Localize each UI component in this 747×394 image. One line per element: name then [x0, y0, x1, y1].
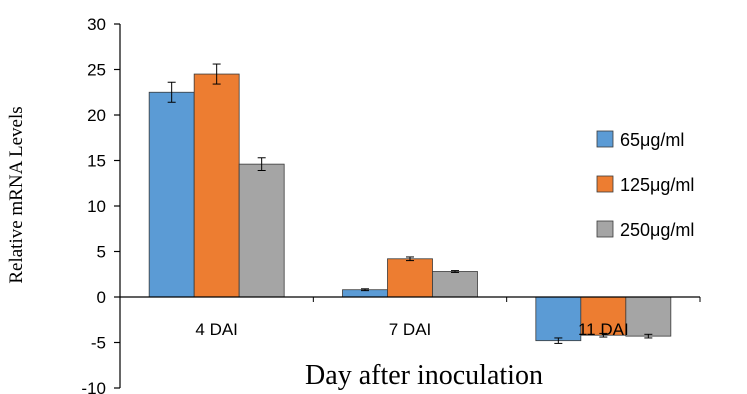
legend-swatch [596, 130, 614, 148]
bar [387, 258, 433, 298]
y-tick-label: 10 [87, 197, 106, 216]
category-label: 4 DAI [195, 320, 238, 339]
legend-label: 65μg/ml [620, 130, 684, 150]
bar [625, 296, 672, 337]
bar [535, 296, 582, 342]
bar [432, 271, 478, 298]
y-tick-label: 20 [87, 106, 106, 125]
bar [238, 163, 285, 298]
category-label: 7 DAI [389, 320, 432, 339]
bar [148, 91, 195, 298]
bar [193, 73, 240, 298]
legend-swatch [596, 220, 614, 238]
legend-swatch [596, 175, 614, 193]
x-axis-title: Day after inoculation [305, 360, 543, 391]
legend-label: 250μg/ml [620, 220, 694, 240]
y-tick-label: 25 [87, 61, 106, 80]
y-tick-label: 15 [87, 152, 106, 171]
y-tick-label: 30 [87, 15, 106, 34]
y-axis: 30 25 20 15 10 5 0 -5 -10 [81, 15, 121, 394]
y-tick-label: 5 [97, 243, 106, 262]
bars [148, 63, 672, 344]
x-axis [119, 296, 701, 302]
y-tick-label: -10 [81, 379, 106, 394]
y-tick-label: 0 [97, 288, 106, 307]
category-labels: 4 DAI 7 DAI 11 DAI [195, 320, 628, 339]
y-tick-label: -5 [91, 334, 106, 353]
category-label: 11 DAI [578, 320, 629, 339]
y-axis-title: Relative mRNA Levels [6, 106, 27, 283]
legend: 65μg/ml 125μg/ml 250μg/ml [596, 130, 694, 240]
legend-label: 125μg/ml [620, 175, 694, 195]
